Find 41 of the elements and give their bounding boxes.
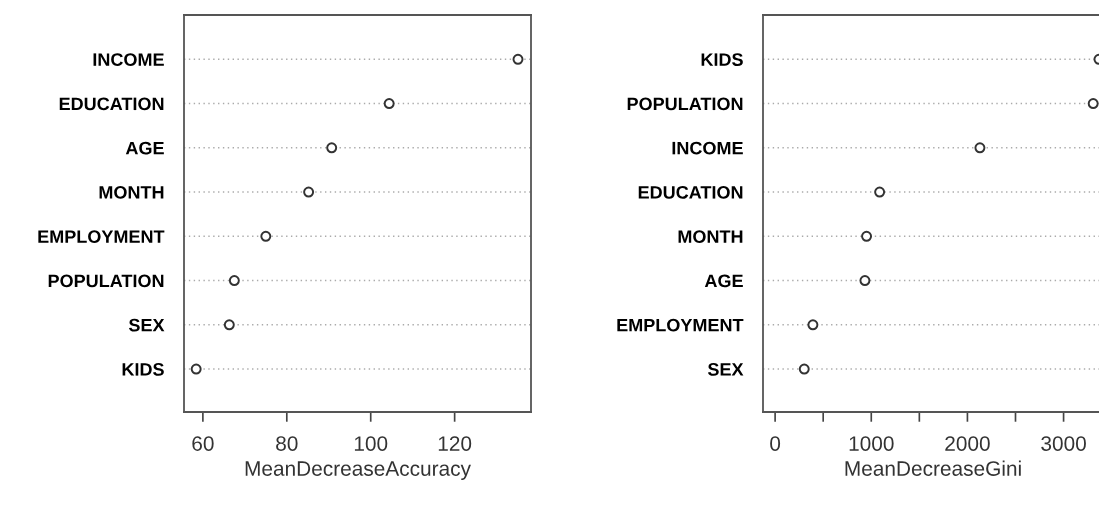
point bbox=[874, 186, 886, 198]
x-tick-label: 2000 bbox=[945, 436, 990, 451]
y-tick-label: EDUCATION bbox=[59, 97, 164, 111]
y-tick-label: KIDS bbox=[122, 363, 164, 376]
point bbox=[228, 275, 240, 287]
y-tick-label: POPULATION bbox=[48, 274, 164, 288]
x-tick-label: 120 bbox=[438, 436, 472, 451]
point bbox=[798, 363, 810, 375]
x-tick-label: 100 bbox=[354, 436, 388, 451]
x-tick-label: 60 bbox=[192, 436, 214, 451]
x-axis-title: MeanDecreaseGini bbox=[845, 460, 1021, 476]
y-tick-label: EMPLOYMENT bbox=[38, 230, 165, 244]
y-tick-label: EMPLOYMENT bbox=[617, 318, 744, 332]
y-tick-label: KIDS bbox=[701, 53, 743, 66]
point bbox=[223, 319, 235, 331]
x-tick-label: 1000 bbox=[849, 436, 894, 451]
y-tick-label: INCOME bbox=[672, 141, 743, 155]
point bbox=[1087, 98, 1099, 109]
point bbox=[861, 230, 873, 242]
y-tick-label: SEX bbox=[128, 318, 165, 332]
point bbox=[859, 275, 871, 287]
x-tick-label: 3000 bbox=[1041, 436, 1086, 451]
point bbox=[807, 319, 819, 331]
point bbox=[512, 53, 524, 65]
y-tick-label: AGE bbox=[704, 274, 743, 288]
y-tick-label: SEX bbox=[707, 363, 744, 376]
y-tick-label: EDUCATION bbox=[638, 185, 743, 199]
point bbox=[303, 186, 315, 198]
x-tick-label: 0 bbox=[770, 436, 781, 451]
y-tick-label: MONTH bbox=[99, 185, 164, 199]
point bbox=[974, 142, 986, 154]
y-tick-label: AGE bbox=[125, 141, 164, 155]
x-tick-label: 80 bbox=[276, 436, 298, 451]
y-tick-label: POPULATION bbox=[627, 97, 743, 111]
point bbox=[383, 98, 395, 109]
y-tick-label: MONTH bbox=[678, 230, 743, 244]
point bbox=[260, 230, 272, 242]
x-axis-title: MeanDecreaseAccuracy bbox=[245, 461, 471, 481]
point bbox=[190, 363, 202, 375]
y-tick-label: INCOME bbox=[93, 53, 164, 66]
point bbox=[326, 142, 338, 154]
